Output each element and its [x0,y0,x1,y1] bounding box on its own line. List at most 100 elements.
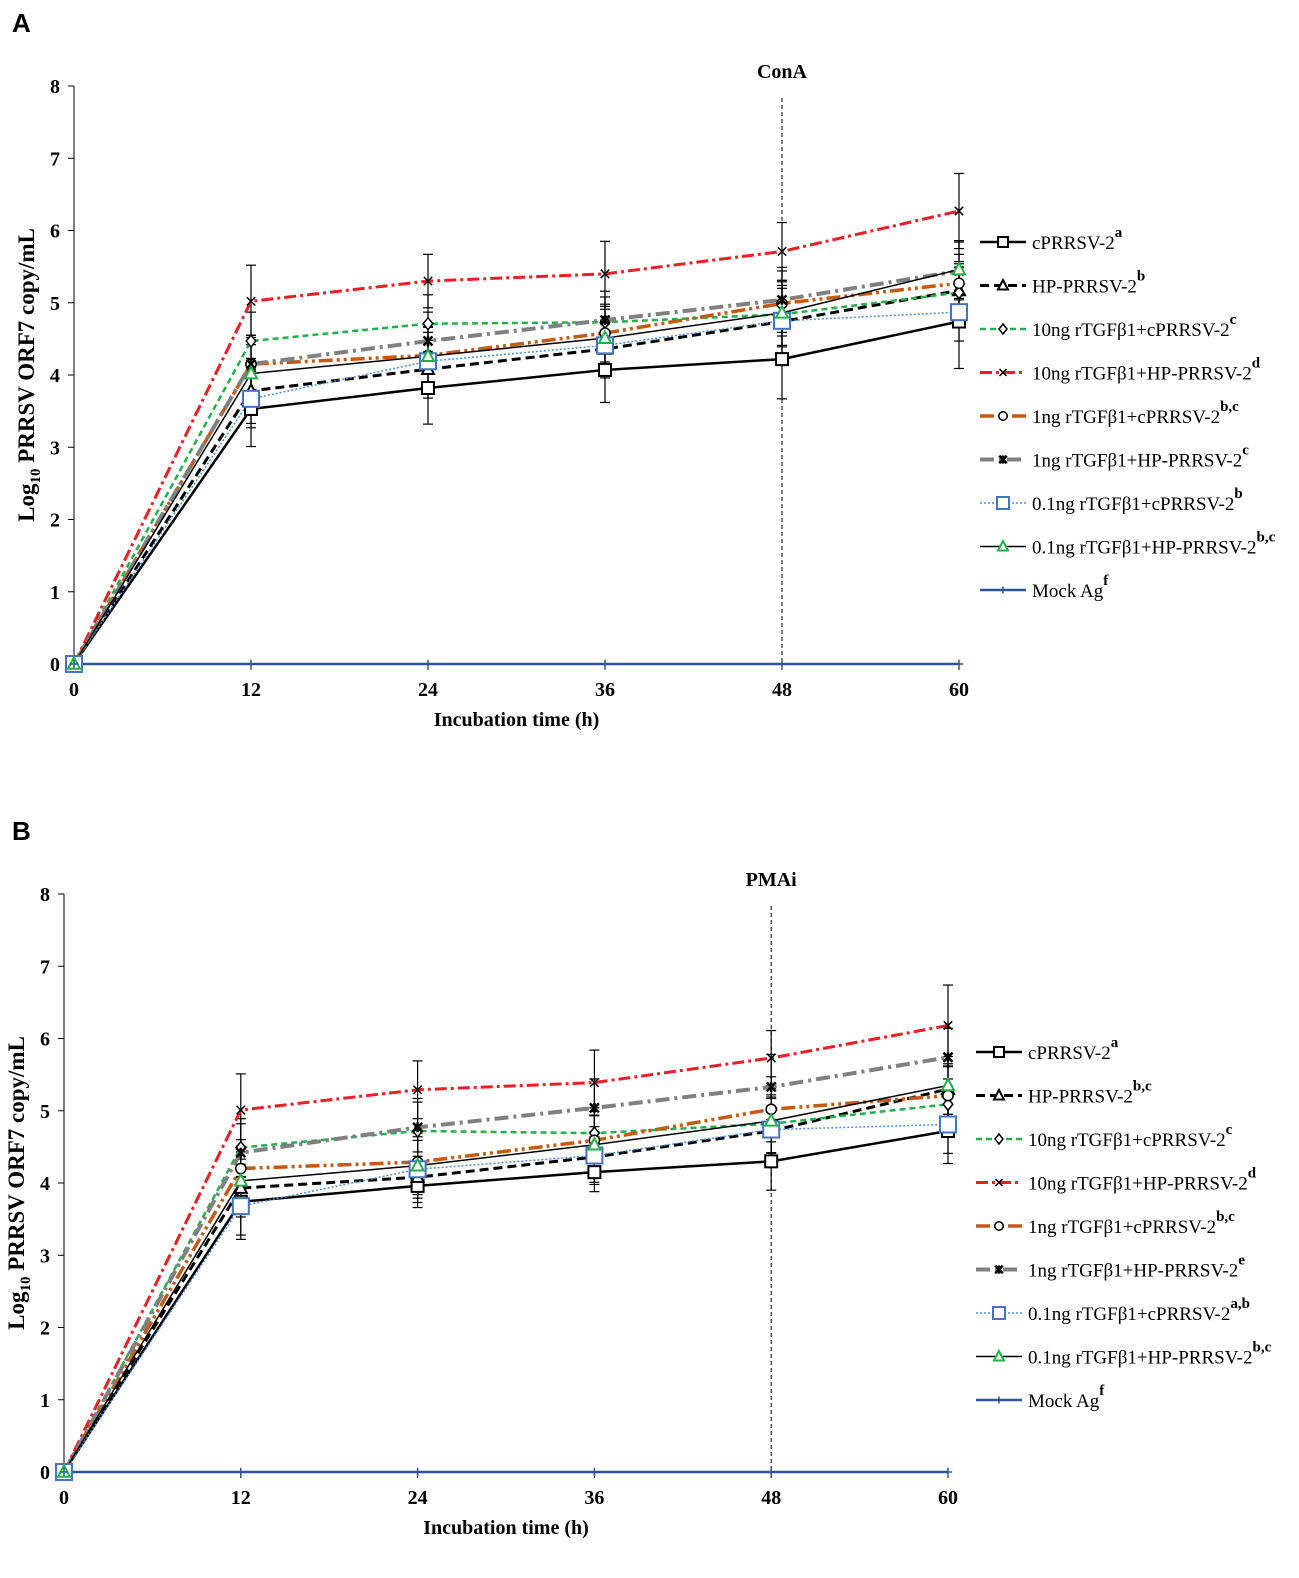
series-line [72,268,960,666]
y-tick-label: 6 [50,221,60,243]
plus-marker [954,659,964,669]
asterisk-marker [765,1081,777,1093]
plus-marker [413,1467,422,1477]
series-line-group [72,291,960,665]
triangle-marker [996,277,1010,291]
legend-label-sup: f [1103,573,1109,589]
legend-label-sup: a,b [1230,1296,1250,1312]
y-tick-label: 5 [40,1101,50,1123]
legend-label: 10ng rTGFβ1+HP-PRRSV-2d [1032,356,1261,385]
series-line [72,291,960,665]
legend-label-name: Mock Ag [1028,1391,1100,1412]
y-axis-label: Log10 PRRSV ORF7 copy/mL [14,228,44,522]
legend-label-name: 0.1ng rTGFβ1+HP-PRRSV-2 [1032,538,1257,559]
legend-label-sup: b [1234,486,1242,502]
legend-label: 0.1ng rTGFβ1+cPRRSV-2b [1032,486,1243,515]
series-line [72,288,960,665]
series-line-group [62,1087,949,1473]
legend-label: 10ng rTGFβ1+cPRRSV-2c [1028,1122,1233,1151]
x-tick-label: 0 [69,679,79,701]
legend-label-name: 0.1ng rTGFβ1+cPRRSV-2 [1028,1304,1230,1325]
plus-marker [600,659,610,669]
x-axis-label: Incubation time (h) [423,1517,589,1539]
triangle-marker [409,1156,426,1172]
square-marker [587,1165,602,1180]
legend-label-name: cPRRSV-2 [1028,1043,1111,1064]
legend-label: 1ng rTGFβ1+cPRRSV-2b,c [1028,1209,1235,1238]
annotation-label: ConA [757,61,808,83]
diamond-marker [422,316,434,331]
triangle-marker [774,304,790,319]
x-tick-label: 12 [231,1487,251,1509]
square-marker [242,389,260,408]
square-marker [993,1046,1005,1058]
series-marker-group [55,1115,957,1481]
legend-label: Mock Agf [1032,573,1109,602]
x-marker [236,1105,246,1115]
x-tick-label: 36 [595,679,615,701]
series-line [72,320,960,665]
legend-label: 1ng rTGFβ1+HP-PRRSV-2c [1032,443,1249,472]
plus-marker [590,1467,599,1477]
y-tick-label: 2 [40,1318,50,1340]
series-marker-group [56,1076,956,1478]
series-line-group [72,288,960,665]
legend-label-sup: d [1248,1166,1257,1182]
square-marker [992,1306,1006,1320]
asterisk-marker [599,314,611,326]
circle-marker [942,1089,954,1102]
x-tick-label: 48 [772,679,792,701]
legend-label-name: HP-PRRSV-2 [1032,277,1137,298]
series-line [62,1093,949,1473]
square-marker [775,352,789,367]
series-marker-group [68,265,965,670]
x-tick-label: 12 [241,679,261,701]
legend-label-sup: b,c [1216,1209,1235,1225]
legend-label-sup: d [1252,356,1261,372]
y-tick-label: 3 [40,1245,50,1267]
square-marker [421,381,435,396]
y-axis-label: Log10 PRRSV ORF7 copy/mL [4,1036,34,1330]
legend-label: 10ng rTGFβ1+cPRRSV-2c [1032,312,1237,341]
plus-marker [777,659,787,669]
square-marker [598,362,612,377]
series-line-group [73,268,960,665]
triangle-marker [243,364,259,380]
y-axis-label-sub: 10 [18,1277,34,1292]
legend-label: cPRRSV-2a [1028,1035,1119,1064]
square-marker [950,303,968,322]
x-tick-label: 60 [938,1487,958,1509]
y-tick-label: 5 [50,293,60,315]
series-line-group [72,320,960,665]
triangle-marker [992,1087,1006,1101]
x-marker [600,269,610,279]
triangle-marker [233,1179,249,1194]
legend-label: Mock Agf [1028,1383,1105,1412]
square-marker [939,1115,957,1134]
legend-label: 0.1ng rTGFβ1+HP-PRRSV-2b,c [1028,1340,1272,1369]
x-marker [777,246,787,257]
square-marker [231,1197,250,1216]
y-tick-label: 8 [50,76,60,98]
series-line [62,1129,949,1473]
asterisk-marker [422,335,434,347]
circle-marker [953,277,965,290]
y-tick-label: 7 [50,148,60,170]
series-line [72,209,960,665]
triangle-marker [951,260,967,276]
x-marker [943,1020,953,1031]
triangle-marker [586,1135,603,1151]
series-marker-group [56,1080,956,1478]
legend-label-name: 10ng rTGFβ1+cPRRSV-2 [1032,320,1230,341]
series-line-group [72,268,960,666]
legend-label-sup: c [1242,443,1249,459]
plus-marker [767,1467,776,1477]
legend-label: 1ng rTGFβ1+HP-PRRSV-2e [1028,1253,1245,1282]
legend-label-sup: b [1137,269,1145,285]
y-tick-label: 7 [40,956,50,978]
y-tick-label: 4 [50,365,60,387]
triangle-marker [597,329,613,344]
y-axis-label-log: Log [4,1291,29,1330]
legend-label-name: 10ng rTGFβ1+HP-PRRSV-2 [1032,364,1252,385]
